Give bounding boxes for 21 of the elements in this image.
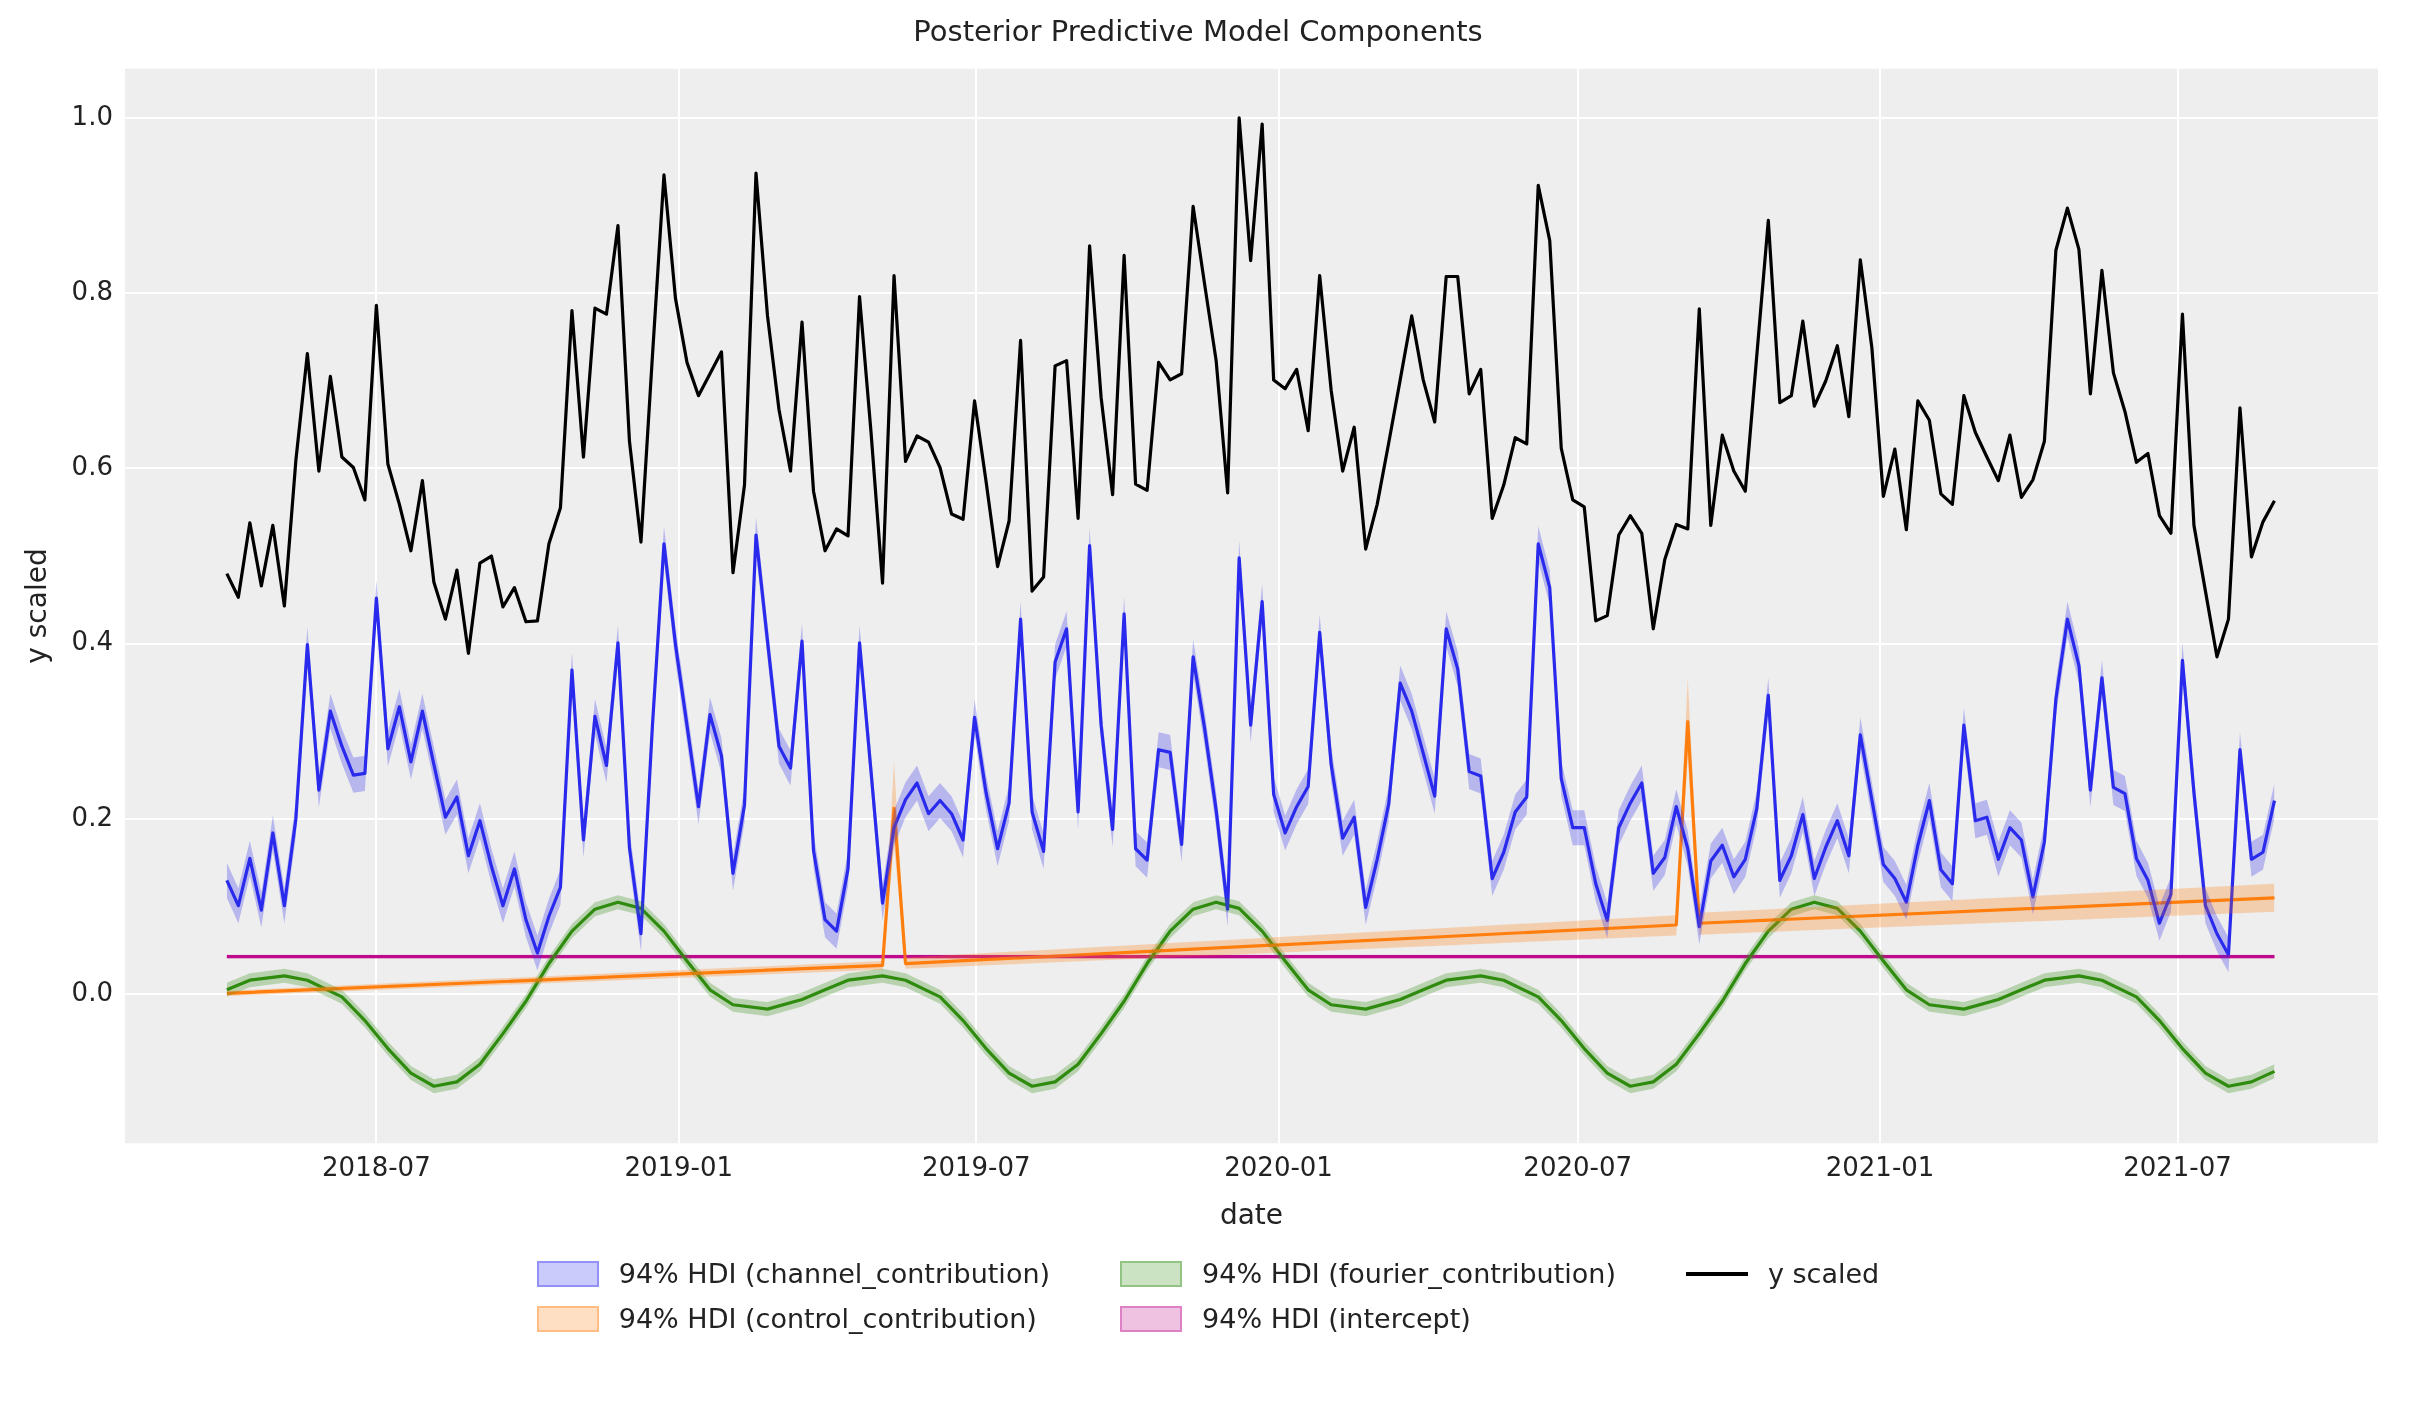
legend-label: 94% HDI (channel_contribution) [618,1258,1051,1289]
x-tick-label: 2021-07 [2123,1151,2232,1182]
legend-label: 94% HDI (fourier_contribution) [1202,1258,1616,1289]
legend-label: y scaled [1767,1258,1880,1289]
y-tick-label: 1.0 [71,100,113,131]
x-tick-label: 2020-07 [1523,1151,1632,1182]
x-tick-label: 2019-01 [624,1151,734,1182]
legend-label: 94% HDI (control_contribution) [618,1303,1037,1334]
y-tick-label: 0.4 [71,626,113,657]
y-tick-label: 0.8 [71,275,113,306]
x-axis-title: date [1219,1198,1284,1232]
x-tick-label: 2021-01 [1825,1151,1935,1182]
y-tick-label: 0.0 [71,976,113,1007]
y-tick-label: 0.6 [71,451,113,482]
x-tick-label: 2019-07 [921,1151,1031,1182]
x-tick-label: 2020-01 [1224,1151,1333,1182]
legend-label: 94% HDI (intercept) [1202,1303,1471,1334]
y-tick-label: 0.2 [71,801,113,832]
y-axis-title: y scaled [20,548,54,664]
chart-title: Posterior Predictive Model Components [913,13,1483,48]
x-tick-label: 2018-07 [322,1151,431,1182]
